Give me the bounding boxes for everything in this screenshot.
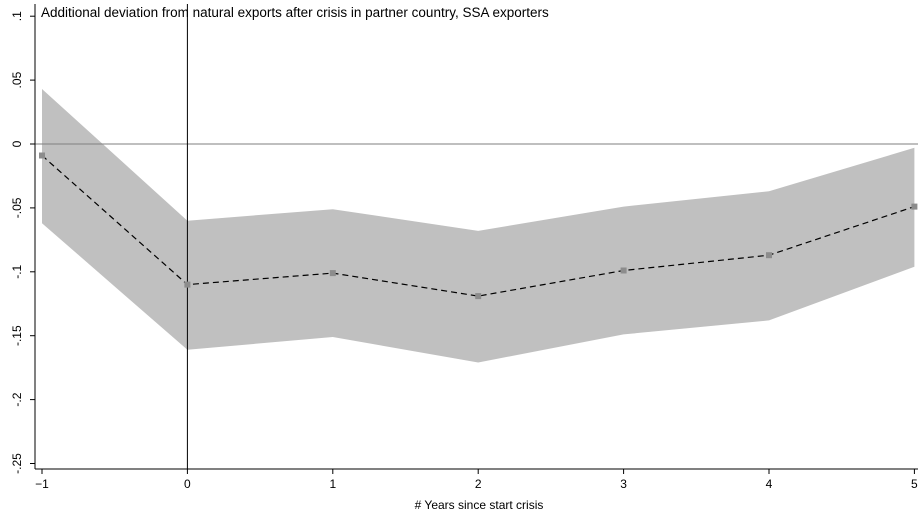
x-tick-label: −1 <box>35 477 49 491</box>
y-tick-label: .05 <box>10 71 24 88</box>
x-tick-label: 4 <box>766 477 773 491</box>
y-tick-label: -.15 <box>10 325 24 346</box>
confidence-band-layer <box>42 89 915 363</box>
data-point <box>911 203 918 210</box>
data-point <box>620 267 627 274</box>
y-tick-label: -.1 <box>10 264 24 278</box>
data-point <box>766 252 772 259</box>
y-tick-label: -.2 <box>10 392 24 406</box>
data-point <box>329 270 336 277</box>
x-axis-title: # Years since start crisis <box>415 498 544 512</box>
x-tick-label: 0 <box>184 477 191 491</box>
y-tick-label: .1 <box>10 11 24 21</box>
x-tick-label: 5 <box>911 477 918 491</box>
x-tick-label: 3 <box>620 477 627 491</box>
x-tick-label: 1 <box>329 477 336 491</box>
y-tick-label: 0 <box>10 140 24 147</box>
data-point <box>475 293 482 300</box>
axes-layer: −1 0 1 2 3 4 5 .1 .05 0 -.05 -.1 -.15 -.2 -.25 <box>10 4 918 491</box>
confidence-band <box>42 89 915 363</box>
data-point <box>39 152 45 159</box>
y-tick-label: -.25 <box>10 453 24 474</box>
x-tick-label: 2 <box>475 477 482 491</box>
chart-title: Additional deviation from natural export… <box>41 5 549 20</box>
y-tick-label: -.05 <box>10 197 24 218</box>
data-point <box>184 281 191 288</box>
series-layer <box>39 152 918 300</box>
reference-lines-layer <box>35 4 918 469</box>
